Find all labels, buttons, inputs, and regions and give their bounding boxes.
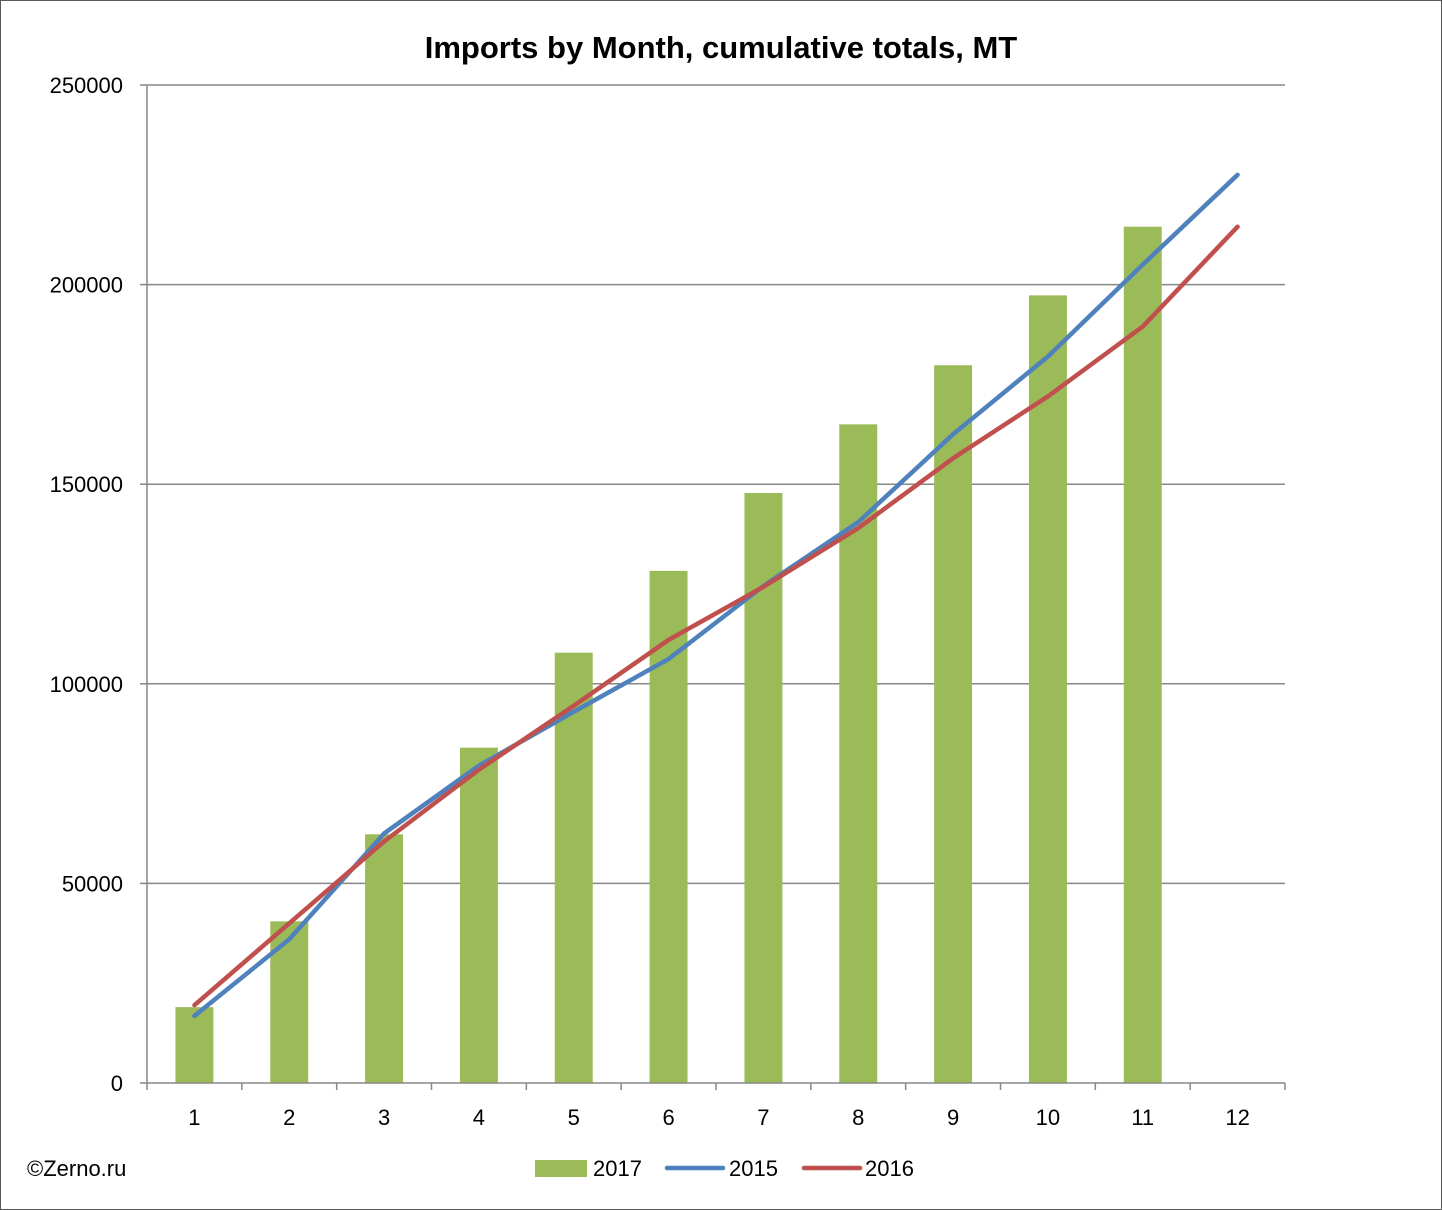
legend: 2017 2015 2016 xyxy=(535,1156,914,1181)
y-tick-label: 0 xyxy=(111,1071,123,1096)
chart-title: Imports by Month, cumulative totals, MT xyxy=(425,30,1018,65)
y-tick-label: 200000 xyxy=(50,273,123,298)
bar-2017-7 xyxy=(744,492,783,1083)
bar-2017-6 xyxy=(649,570,688,1083)
legend-label-2016: 2016 xyxy=(865,1156,914,1181)
line-2016 xyxy=(192,224,1240,1008)
x-tick-label: 4 xyxy=(473,1105,485,1130)
axes xyxy=(140,84,1286,1090)
gridlines xyxy=(147,84,1285,885)
x-tick-label: 5 xyxy=(568,1105,580,1130)
bar-2017-4 xyxy=(459,747,498,1083)
bar-2017-5 xyxy=(554,652,593,1083)
line-2015 xyxy=(192,172,1240,1019)
bar-2017-1 xyxy=(175,1007,214,1083)
x-tick-label: 11 xyxy=(1131,1105,1154,1130)
credit-text: ©Zerno.ru xyxy=(27,1156,126,1181)
x-tick-label: 10 xyxy=(1036,1105,1060,1130)
x-tick-label: 12 xyxy=(1225,1105,1249,1130)
line-series xyxy=(192,172,1240,1019)
y-tick-label: 150000 xyxy=(50,472,123,497)
x-tick-label: 1 xyxy=(188,1105,200,1130)
legend-label-2015: 2015 xyxy=(729,1156,778,1181)
legend-label-2017: 2017 xyxy=(593,1156,642,1181)
y-tick-label: 50000 xyxy=(62,871,123,896)
x-tick-label: 2 xyxy=(283,1105,295,1130)
bar-2017-9 xyxy=(934,365,973,1083)
x-tick-label: 6 xyxy=(662,1105,674,1130)
bar-2017-10 xyxy=(1028,295,1067,1083)
bar-2017-3 xyxy=(365,834,404,1083)
x-tick-label: 9 xyxy=(947,1105,959,1130)
bar-2017-11 xyxy=(1123,226,1162,1083)
x-tick-label: 7 xyxy=(757,1105,769,1130)
y-tick-label: 250000 xyxy=(50,73,123,98)
y-tick-label: 100000 xyxy=(50,672,123,697)
legend-swatch-2017 xyxy=(535,1160,587,1177)
bar-series xyxy=(175,226,1162,1083)
x-tick-label: 8 xyxy=(852,1105,864,1130)
bar-2017-2 xyxy=(270,921,309,1083)
x-tick-label: 3 xyxy=(378,1105,390,1130)
